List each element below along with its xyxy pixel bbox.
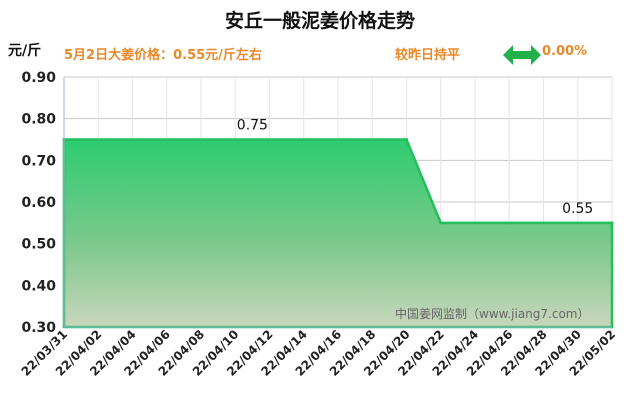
x-tick-labels: 22/03/3122/04/0222/04/0422/04/0622/04/08… — [19, 327, 619, 379]
watermark: 中国姜网监制（www.jiang7.com） — [395, 306, 589, 321]
chart-title: 安丘一般泥姜价格走势 — [224, 10, 415, 32]
change-percent: 0.00% — [542, 44, 588, 59]
y-tick-label: 0.70 — [21, 153, 56, 169]
data-point — [439, 221, 443, 225]
y-tick-labels: 0.30 0.40 0.50 0.60 0.70 0.80 0.90 — [21, 70, 56, 336]
price-note: 5月2日大姜价格：0.55元/斤左右 — [64, 48, 262, 63]
left-right-arrow-icon — [503, 45, 541, 65]
y-tick-label: 0.60 — [21, 195, 56, 211]
y-tick-label: 0.80 — [21, 112, 56, 128]
y-tick-label: 0.40 — [21, 278, 56, 294]
axes — [63, 77, 612, 328]
y-tick-label: 0.50 — [21, 237, 56, 253]
data-label: 0.55 — [562, 201, 593, 217]
data-labels: 0.75 0.55 — [237, 118, 594, 217]
data-point — [610, 221, 614, 225]
compare-text: 较昨日持平 — [395, 48, 461, 63]
y-axis-unit: 元/斤 — [8, 43, 42, 59]
y-tick-label: 0.90 — [21, 70, 56, 86]
y-tick-label: 0.30 — [21, 320, 56, 336]
data-label: 0.75 — [237, 118, 268, 134]
data-point — [405, 138, 408, 141]
